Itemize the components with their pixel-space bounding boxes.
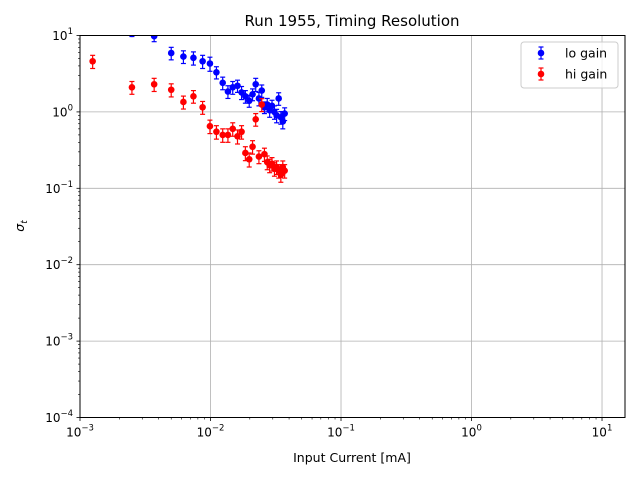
- plot-frame: [79, 35, 626, 418]
- legend-entry: lo gain: [537, 46, 607, 61]
- data-point: [275, 95, 282, 102]
- y-tick-label-exponent: −4: [60, 409, 73, 419]
- data-point: [229, 125, 237, 133]
- x-tick-label-exponent: −1: [342, 424, 355, 434]
- data-point: [258, 101, 266, 108]
- data-point: [245, 97, 253, 105]
- data-point: [219, 79, 226, 87]
- data-point: [281, 110, 288, 117]
- x-tick-label: 101: [592, 424, 613, 440]
- legend: lo gain hi gain: [520, 41, 619, 89]
- y-tick-label: 101: [52, 27, 73, 43]
- x-tick-label-base: 10: [461, 426, 476, 440]
- y-tick-label-exponent: −1: [60, 180, 73, 190]
- data-point: [206, 60, 214, 67]
- data-point: [167, 86, 175, 94]
- data-point: [224, 131, 232, 139]
- y-tick-label-base: 10: [45, 335, 60, 349]
- data-point: [238, 128, 245, 136]
- data-point: [242, 149, 249, 157]
- y-tick-label: 10−1: [45, 180, 73, 196]
- y-tick-label: 10−3: [45, 333, 73, 349]
- x-tick-label: 100: [461, 424, 482, 440]
- y-tick-label-exponent: −2: [60, 256, 73, 266]
- data-point: [249, 143, 256, 151]
- x-tick-label-base: 10: [592, 426, 607, 440]
- x-tick-label-exponent: −3: [81, 424, 94, 434]
- legend-marker: [537, 70, 545, 78]
- series-layer: [89, 35, 288, 183]
- series-lo-gain: [129, 35, 288, 130]
- x-tick-label-base: 10: [66, 426, 81, 440]
- data-point: [234, 132, 241, 140]
- y-tick-label-exponent: −3: [60, 333, 73, 343]
- chart-title: Run 1955, Timing Resolution: [244, 12, 459, 30]
- y-tick-label: 10−4: [45, 409, 73, 425]
- y-tick-label-base: 10: [52, 29, 67, 43]
- y-axis-label: σt: [12, 220, 30, 232]
- x-tick-label-base: 10: [197, 426, 212, 440]
- y-tick-label-base: 10: [52, 105, 67, 119]
- data-point: [150, 35, 158, 40]
- legend-label: lo gain: [565, 46, 607, 61]
- legend-frame: [520, 41, 619, 89]
- data-point: [224, 88, 232, 95]
- data-point: [258, 87, 266, 94]
- legend-label: hi gain: [565, 67, 607, 82]
- data-point: [213, 68, 220, 76]
- data-point: [252, 80, 260, 88]
- data-point: [199, 57, 206, 65]
- data-point: [199, 103, 206, 111]
- y-tick-label-base: 10: [45, 258, 60, 272]
- data-point: [242, 93, 249, 100]
- data-point: [219, 131, 226, 139]
- data-point: [190, 54, 197, 62]
- data-point: [150, 80, 158, 88]
- y-axis-label-symbol: σ: [12, 223, 27, 232]
- data-point: [206, 122, 214, 130]
- data-point: [128, 83, 136, 91]
- data-point: [180, 53, 187, 60]
- y-tick-label: 10−2: [45, 256, 73, 272]
- data-point: [89, 57, 96, 65]
- data-point: [268, 160, 276, 167]
- x-axis-label: Input Current [mA]: [293, 450, 411, 465]
- y-tick-label-base: 10: [45, 182, 60, 196]
- x-tick-label-exponent: 1: [607, 424, 612, 434]
- y-axis-label-subscript: t: [20, 220, 30, 224]
- y-tick-label: 100: [52, 103, 73, 119]
- y-tick-label-base: 10: [45, 411, 60, 425]
- data-point: [167, 49, 175, 57]
- y-tick-label-exponent: 0: [68, 103, 73, 113]
- series-hi-gain: [89, 54, 288, 183]
- x-tick-label: 10−2: [197, 424, 225, 440]
- grid: [80, 35, 625, 418]
- legend-entry: hi gain: [537, 67, 607, 82]
- x-tick-label-exponent: −2: [212, 424, 225, 434]
- data-point: [252, 116, 260, 123]
- x-tick-label-base: 10: [327, 426, 342, 440]
- data-point: [245, 155, 253, 163]
- y-tick-label-exponent: 1: [68, 27, 73, 37]
- data-point: [234, 82, 241, 90]
- data-point: [180, 98, 187, 106]
- legend-marker: [537, 49, 545, 57]
- data-point: [249, 90, 256, 98]
- data-point: [281, 167, 288, 174]
- x-tick-label: 10−1: [327, 424, 355, 440]
- x-tick-label: 10−3: [66, 424, 94, 440]
- data-point: [255, 153, 263, 160]
- data-point: [213, 128, 220, 136]
- data-point: [190, 93, 197, 100]
- x-tick-label-exponent: 0: [476, 424, 481, 434]
